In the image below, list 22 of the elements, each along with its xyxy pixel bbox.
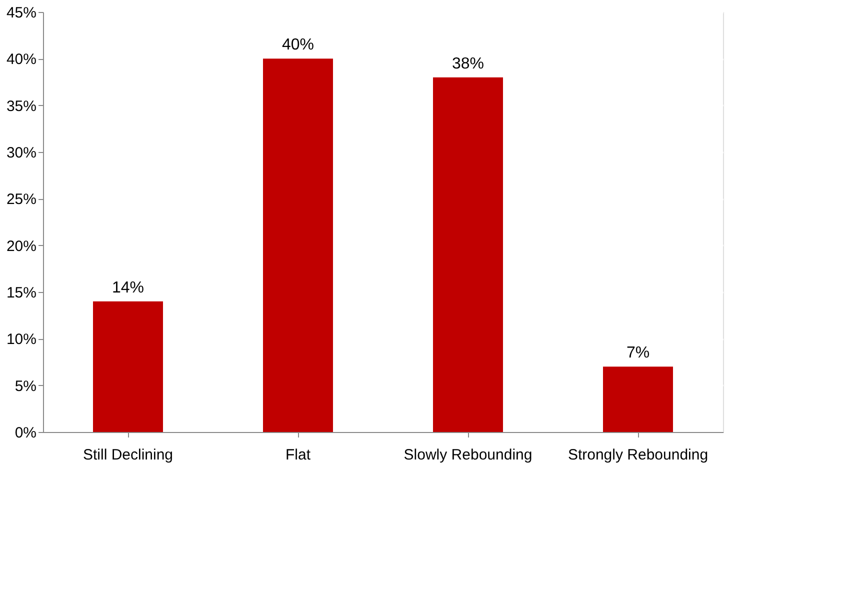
y-tick-label: 0% — [14, 424, 36, 442]
y-tick-label: 5% — [14, 378, 36, 395]
bar — [433, 77, 503, 432]
x-tick-label: Still Declining — [82, 446, 174, 464]
y-tick-label: 35% — [6, 98, 36, 115]
y-tick-label: 40% — [6, 51, 36, 68]
x-tick-label: Flat — [285, 446, 312, 464]
y-tick-label: 25% — [6, 191, 36, 208]
bar — [263, 58, 333, 432]
data-label: 14% — [112, 279, 144, 296]
y-tick-label: 10% — [6, 331, 36, 348]
data-label: 7% — [626, 344, 650, 362]
x-tick-label: Strongly Rebounding — [568, 446, 708, 464]
data-label: 38% — [452, 55, 484, 72]
bar — [603, 366, 673, 432]
y-tick-label: 30% — [6, 144, 36, 162]
data-label: 40% — [282, 36, 314, 54]
y-tick-label: 15% — [6, 284, 36, 302]
y-tick-label: 20% — [6, 238, 36, 255]
bar — [93, 301, 163, 432]
x-tick-label: Slowly Rebounding — [404, 446, 532, 464]
y-tick-label: 45% — [6, 4, 36, 22]
